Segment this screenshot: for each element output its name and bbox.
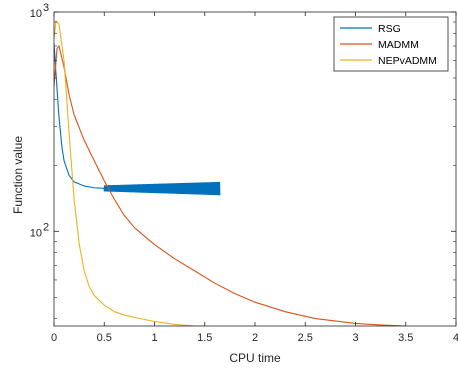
legend: RSG MADMM NEPvADMM <box>333 16 449 72</box>
x-tick-label-8: 4 <box>453 332 458 344</box>
y-tick-label-1: 10 <box>30 8 42 20</box>
x-tick-label-7: 3.5 <box>398 332 413 344</box>
x-tick-label-4: 2 <box>252 332 258 344</box>
series-group <box>54 20 406 326</box>
x-tick-label-5: 2.5 <box>298 332 313 344</box>
x-tick-label-6: 3 <box>352 332 358 344</box>
x-tick-label-2: 1 <box>151 332 157 344</box>
x-tick-label-0: 0 <box>51 332 57 344</box>
x-tick-label-1: 0.5 <box>97 332 112 344</box>
series-oscillation-rsg <box>103 181 221 196</box>
legend-label-madmm: MADMM <box>378 39 419 51</box>
y-tick-exponent-0: 2 <box>43 221 49 233</box>
series-line-madmm <box>54 45 406 326</box>
x-tick-label-3: 1.5 <box>197 332 212 344</box>
y-axis-label: Function value <box>11 136 25 214</box>
legend-label-nepvadmm: NEPvADMM <box>378 55 437 67</box>
x-axis-label: CPU time <box>229 351 281 365</box>
series-line-nepvadmm <box>54 20 205 326</box>
y-tick-label-0: 10 <box>30 227 42 239</box>
y-tick-exponent-1: 3 <box>43 2 49 14</box>
series-line-rsg <box>54 43 105 189</box>
legend-label-rsg: RSG <box>378 23 401 35</box>
series-layer <box>54 20 406 326</box>
